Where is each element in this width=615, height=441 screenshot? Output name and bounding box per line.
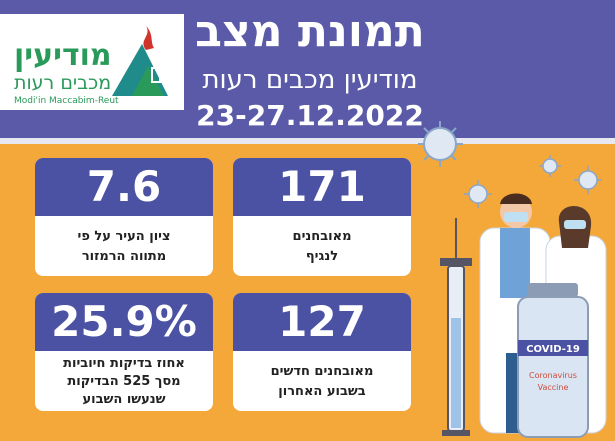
city-emblem-icon (112, 26, 169, 96)
card-label-line2: לנגיף (305, 249, 339, 264)
logo-english: Modi'in Maccabim-Reut (14, 96, 119, 106)
card-label-line1: ציון העיר על פי (77, 229, 171, 244)
date-range: 23-27.12.2022 (196, 99, 424, 132)
vial-label-top: COVID-19 (526, 344, 580, 355)
header: מודיעין מכבים רעות Modi'in Maccabim-Reut… (0, 0, 615, 140)
virus-icon (418, 121, 463, 167)
card-new-patients: 127 מאובחנים חדשים בשבוע האחרון (233, 293, 411, 411)
divider (0, 138, 615, 144)
card-label-line2: מתווה הרמזור (81, 249, 167, 264)
card-city-score: 7.6 ציון העיר על פי מתווה הרמזור (35, 158, 213, 276)
card-value: 171 (233, 158, 411, 216)
card-label-line2: בשבוע האחרון (278, 384, 366, 399)
virus-icon (574, 166, 602, 194)
virus-icon (464, 180, 492, 208)
syringe-icon (440, 218, 472, 436)
medical-illustration: COVID-19 Coronavirus Vaccine (418, 121, 607, 438)
page-subtitle: מודיעין מכבים רעות (202, 65, 418, 95)
card-value: 127 (233, 293, 411, 351)
card-active-patients: 171 מאובחנים לנגיף (233, 158, 411, 276)
vial-name2: Vaccine (538, 383, 569, 392)
card-positive-pct: 25.9% אחוז בדיקות חיוביות מסך 525 הבדיקו… (35, 293, 213, 411)
card-label-line1: אחוז בדיקות חיוביות (63, 356, 185, 371)
card-label-line1: מאובחנים חדשים (270, 364, 374, 379)
logo-name: מודיעין (14, 38, 112, 73)
card-label-line2: מסך 525 הבדיקות (67, 374, 181, 389)
card-label-line3: שנעשו השבוע (82, 392, 166, 407)
city-logo: מודיעין מכבים רעות Modi'in Maccabim-Reut (0, 14, 184, 110)
page-title: תמונת מצב (195, 6, 425, 57)
card-value: 25.9% (35, 293, 213, 351)
card-value: 7.6 (35, 158, 213, 216)
virus-icon (539, 155, 561, 177)
card-label-line1: מאובחנים (292, 229, 352, 244)
vial-name: Coronavirus (529, 371, 577, 380)
logo-subtitle: מכבים רעות (14, 72, 112, 94)
vaccine-vial-icon: COVID-19 Coronavirus Vaccine (517, 283, 589, 438)
